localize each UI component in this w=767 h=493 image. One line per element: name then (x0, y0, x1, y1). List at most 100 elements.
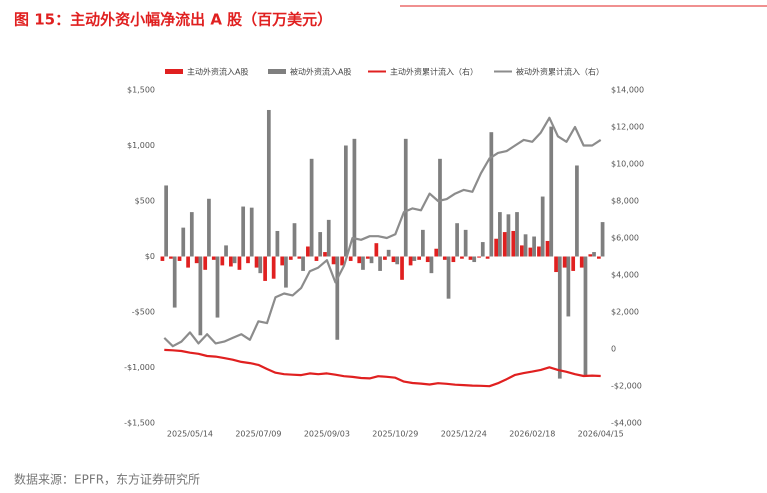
bar (357, 256, 362, 264)
bar (498, 212, 502, 257)
bar (211, 256, 216, 260)
y-tick-label: $1,500 (127, 86, 155, 95)
bar (229, 256, 233, 267)
bar (583, 256, 588, 377)
bar (237, 256, 242, 270)
bar (309, 158, 314, 257)
bar (348, 256, 353, 261)
bar (592, 252, 596, 257)
y2-tick-label: $4,000 (611, 271, 639, 280)
legend-label: 主动外资流入A股 (187, 67, 248, 77)
x-tick-label: 2025/05/14 (167, 430, 213, 439)
line (164, 348, 601, 388)
legend-swatch (165, 69, 183, 74)
y-tick-label: $500 (135, 197, 155, 206)
bar (511, 230, 516, 257)
bar (528, 247, 533, 257)
bar (600, 222, 605, 257)
bar (417, 256, 422, 260)
y2-tick-label: $6,000 (611, 234, 639, 243)
bar (515, 212, 519, 257)
bar (335, 256, 340, 340)
bar (386, 249, 391, 257)
bar (189, 212, 194, 257)
bar (383, 256, 387, 260)
bar (365, 256, 370, 259)
bar (352, 138, 357, 257)
chart-title: 图 15：主动外资小幅净流出 A 股（百万美元） (14, 11, 332, 29)
bar (463, 229, 468, 257)
bar (186, 256, 190, 268)
y2-tick-label: $12,000 (611, 123, 644, 132)
bar (540, 196, 545, 257)
bar (412, 256, 417, 261)
bar (288, 256, 293, 260)
bar (391, 256, 396, 263)
bar (177, 256, 182, 261)
bar (207, 198, 211, 257)
bar (477, 256, 481, 258)
bar (446, 256, 451, 299)
bar (369, 256, 374, 264)
y2-tick-label: $10,000 (611, 160, 644, 169)
bar (545, 240, 550, 257)
bar (400, 256, 404, 280)
y2-tick-label: $8,000 (611, 197, 639, 206)
y-tick-label: $0 (145, 252, 155, 261)
bar (523, 234, 528, 257)
legend-label: 被动外资流入A股 (290, 67, 351, 77)
bar (378, 256, 382, 271)
bar (502, 232, 507, 257)
bar (557, 256, 562, 379)
bar (164, 185, 168, 257)
bar (455, 223, 459, 257)
bar (579, 256, 584, 268)
bar (494, 238, 499, 257)
x-tick-label: 2025/09/03 (304, 430, 350, 439)
x-tick-label: 2025/12/24 (441, 430, 487, 439)
bar (506, 214, 511, 257)
y2-tick-label: -$2,000 (611, 382, 642, 391)
y-tick-label: -$1,500 (124, 419, 155, 428)
bar (215, 256, 220, 318)
bar (468, 256, 473, 260)
bar (297, 256, 302, 259)
bar (575, 165, 579, 257)
bar (549, 126, 554, 257)
bar (331, 256, 336, 265)
bar (480, 242, 485, 257)
bar (246, 256, 250, 264)
bar (280, 256, 285, 266)
bar (318, 232, 323, 257)
bar (232, 256, 237, 264)
source-note: 数据来源：EPFR，东方证券研究所 (14, 472, 200, 487)
bar (588, 254, 593, 257)
y2-tick-label: $2,000 (611, 308, 639, 317)
bar (472, 256, 477, 263)
bar (263, 256, 267, 281)
bar (275, 230, 280, 257)
bar (266, 109, 271, 257)
x-tick-label: 2025/10/29 (372, 430, 418, 439)
bar (425, 256, 430, 263)
y-tick-label: $1,000 (127, 141, 155, 150)
bar (395, 256, 400, 265)
bar (271, 256, 276, 279)
bar (306, 246, 310, 257)
bar (249, 207, 254, 257)
bar (258, 256, 263, 274)
bar (181, 227, 186, 257)
y-tick-label: -$1,000 (124, 363, 155, 372)
bar (403, 138, 408, 257)
y2-tick-label: 0 (611, 345, 616, 354)
bar (451, 256, 456, 263)
y2-tick-label: $14,000 (611, 86, 644, 95)
bar (554, 256, 558, 273)
bar (241, 206, 246, 257)
bar (442, 256, 447, 260)
bar (429, 256, 434, 274)
bar (343, 145, 348, 257)
bar (254, 256, 259, 268)
